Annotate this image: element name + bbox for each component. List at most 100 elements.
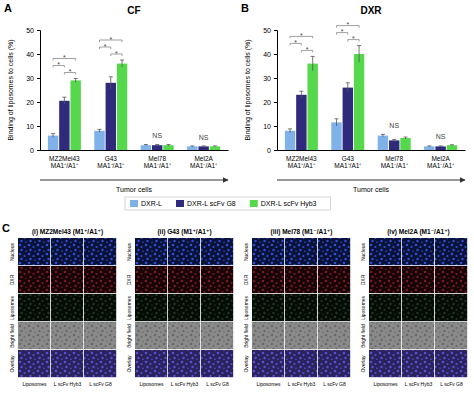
y-tick-label: 20 — [26, 99, 34, 106]
micrograph-image — [402, 322, 434, 349]
column-label: L scFv G8 — [440, 381, 463, 387]
error-bar — [213, 145, 217, 147]
row-label: Nucleus — [126, 242, 132, 261]
error-bar — [144, 144, 148, 145]
y-tick-label: 10 — [263, 123, 271, 130]
error-bar — [51, 134, 55, 138]
micrograph-image — [201, 238, 233, 265]
error-bar — [190, 145, 194, 147]
micrograph-image — [168, 294, 200, 321]
significance-label: * — [306, 46, 309, 53]
x-axis-title: Tumor cells — [353, 186, 389, 193]
error-bar — [62, 97, 66, 104]
y-tick-mark — [37, 78, 40, 79]
x-tick: Mel78MA1⁻/A1⁺ — [381, 155, 408, 169]
legend-swatch — [176, 200, 184, 207]
legend-label: DXR-L scFv Hyb3 — [261, 200, 317, 208]
legend-frame — [125, 197, 331, 210]
significance-label: * — [69, 68, 72, 75]
y-tick-mark — [37, 150, 40, 151]
y-tick-label: 50 — [263, 27, 271, 34]
legend-item: DXR-L scFv Hyb3 — [250, 200, 317, 208]
y-tick-mark — [37, 102, 40, 103]
micrograph-image — [435, 238, 467, 265]
chart-title: CF — [127, 5, 140, 16]
micrograph-panel: (iv) Mel2A (M1⁻/A1⁺)NucleusDXRLiposomesB… — [360, 228, 467, 387]
significance-label: NS — [436, 133, 446, 140]
error-bar — [299, 91, 303, 98]
error-bar — [334, 119, 338, 126]
error-bar — [450, 144, 454, 146]
x-tick: MZ2Mel43MA1⁺/A1⁺ — [286, 155, 317, 169]
row-label: Overlay — [243, 355, 249, 373]
y-tick-mark — [274, 30, 277, 31]
row-label: Overlay — [9, 355, 15, 373]
y-tick-mark — [274, 78, 277, 79]
error-bar — [74, 78, 78, 82]
micrograph-panel: (i) MZ2Mel43 (M1⁺/A1⁺)NucleusDXRLiposome… — [9, 228, 116, 387]
x-tick-label: G43MA1⁺/A1⁺ — [97, 155, 124, 169]
significance-label: * — [109, 36, 112, 43]
row-label: Bright field — [360, 324, 366, 348]
row-label: DXR — [360, 274, 366, 285]
bar — [106, 83, 116, 150]
bar — [187, 146, 197, 150]
error-bar — [381, 134, 385, 136]
micrograph-image — [318, 266, 350, 293]
y-tick: 0 — [267, 147, 277, 154]
column-label: L scFv Hyb3 — [288, 381, 316, 387]
micrograph-image — [252, 322, 284, 349]
error-bar — [392, 139, 396, 141]
error-bar — [427, 145, 431, 147]
row-label: Nucleus — [243, 242, 249, 261]
micrograph-image — [18, 266, 50, 293]
micrograph-image — [201, 322, 233, 349]
micrograph-image — [18, 238, 50, 265]
row-label: Overlay — [126, 355, 132, 373]
micrograph-image — [369, 238, 401, 265]
column-label: Liposomes — [256, 381, 281, 387]
legend: DXR-LDXR-L scFv G8DXR-L scFv Hyb3 — [130, 200, 317, 208]
y-tick-label: 40 — [26, 51, 34, 58]
legend-label: DXR-L scFv G8 — [187, 200, 236, 207]
y-tick-label: 10 — [26, 123, 34, 130]
row-label: Liposomes — [243, 295, 249, 320]
micrograph-panel: (ii) G43 (M1⁺/A1⁺)NucleusDXRLiposomesBri… — [126, 228, 233, 387]
bar — [447, 145, 457, 150]
micrograph-image — [435, 266, 467, 293]
x-axis-title: Tumor cells — [116, 186, 152, 193]
row-label: DXR — [126, 274, 132, 285]
y-tick-mark — [37, 54, 40, 55]
y-tick-label: 0 — [267, 147, 271, 154]
micrograph-image — [285, 238, 317, 265]
plot-area — [48, 60, 220, 150]
significance-label: * — [346, 21, 349, 28]
legend-item: DXR-L scFv G8 — [176, 200, 236, 207]
column-label: L scFv G8 — [89, 381, 112, 387]
micrograph-title: (i) MZ2Mel43 (M1⁺/A1⁺) — [32, 228, 103, 236]
error-bar — [346, 83, 350, 93]
chart-1: BDXR01020304050Binding of liposomes to c… — [241, 2, 466, 193]
y-tick-mark — [274, 150, 277, 151]
row-label: Bright field — [243, 324, 249, 348]
micrograph-image — [252, 350, 284, 377]
micrograph-image — [18, 322, 50, 349]
y-tick: 50 — [263, 27, 277, 34]
error-bar — [167, 144, 171, 145]
micrograph-panel: (iii) Mel78 (M1⁻/A1⁺)NucleusDXRLiposomes… — [243, 228, 350, 387]
error-bar — [439, 145, 443, 147]
bar — [435, 146, 445, 150]
bar — [389, 140, 399, 150]
micrograph-image — [201, 350, 233, 377]
significance-label: * — [115, 50, 118, 57]
error-bar — [311, 56, 315, 70]
column-label: L scFv Hyb3 — [54, 381, 82, 387]
error-bar — [120, 60, 124, 67]
micrograph-image — [168, 266, 200, 293]
y-tick: 20 — [263, 99, 277, 106]
figure: ACF01020304050Binding of liposomes to ce… — [0, 0, 474, 399]
bar — [285, 131, 295, 150]
x-arrow — [40, 180, 228, 181]
y-axis-title: Binding of liposomes to cells (%) — [7, 39, 15, 140]
micrograph-image — [135, 266, 167, 293]
